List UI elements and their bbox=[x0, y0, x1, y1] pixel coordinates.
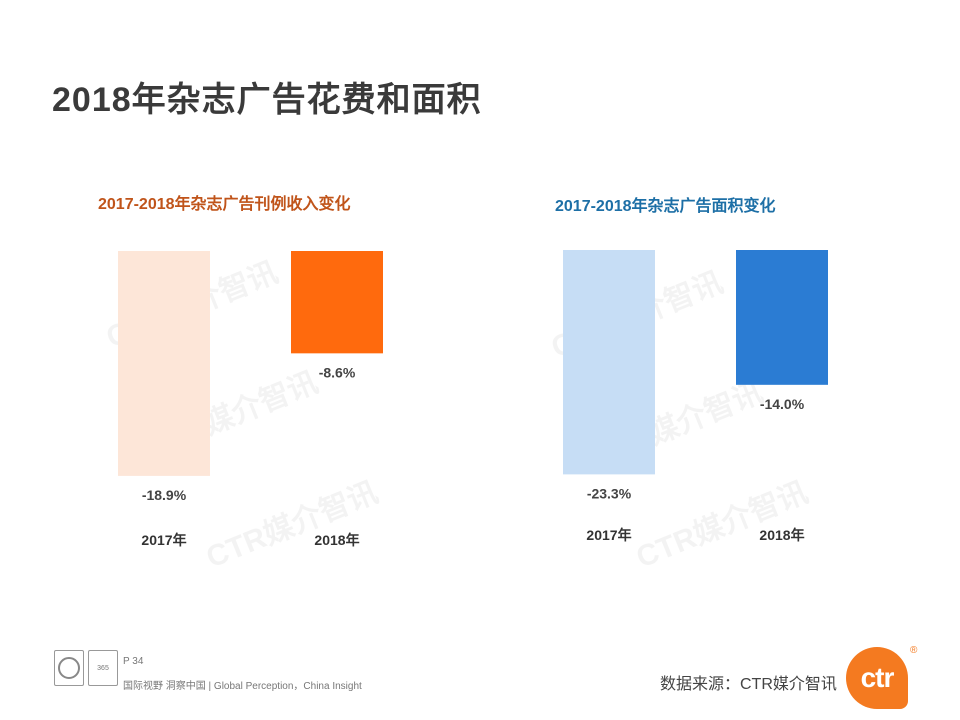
tagline: 国际视野 洞察中国 | Global Perception，China Insi… bbox=[123, 681, 362, 692]
page-title: 2018年杂志广告花费和面积 bbox=[52, 81, 482, 119]
bar-1-1 bbox=[736, 250, 828, 385]
value-label-0-0: -18.9% bbox=[142, 487, 187, 503]
ctr-logo: ctr bbox=[846, 647, 908, 709]
data-source: 数据来源：CTR媒介智讯 bbox=[660, 676, 837, 693]
ctr-logo-text: ctr bbox=[860, 662, 895, 693]
bar-1-0 bbox=[563, 250, 655, 475]
value-label-1-0: -23.3% bbox=[587, 485, 632, 501]
certification-badge-icon bbox=[54, 650, 84, 686]
registered-mark: ® bbox=[910, 645, 918, 656]
bar-0-0 bbox=[118, 251, 210, 476]
value-label-1-1: -14.0% bbox=[760, 396, 805, 412]
category-label-0-1: 2018年 bbox=[314, 532, 359, 548]
bar-0-1 bbox=[291, 251, 383, 354]
certification-logos: 365 bbox=[54, 650, 118, 686]
category-label-1-0: 2017年 bbox=[586, 527, 631, 543]
chart-title-area: 2017-2018年杂志广告面积变化 bbox=[555, 198, 776, 215]
value-label-0-1: -8.6% bbox=[319, 364, 356, 380]
quality-badge-icon: 365 bbox=[88, 650, 118, 686]
category-label-0-0: 2017年 bbox=[141, 532, 186, 548]
category-label-1-1: 2018年 bbox=[759, 527, 804, 543]
chart-title-revenue: 2017-2018年杂志广告刊例收入变化 bbox=[98, 196, 351, 213]
page-number: P 34 bbox=[123, 656, 144, 667]
